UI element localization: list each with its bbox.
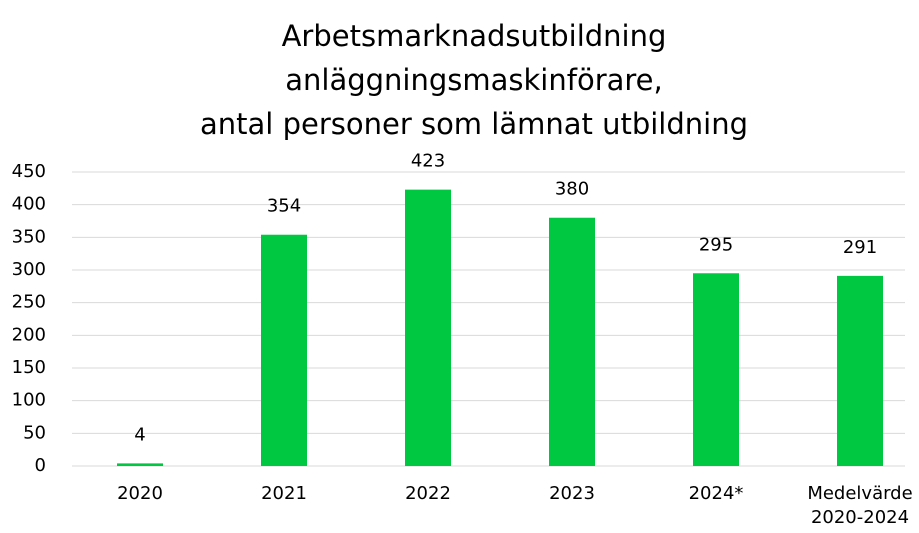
y-tick-label: 350 (12, 226, 46, 247)
bar (261, 234, 307, 466)
data-label: 295 (699, 234, 733, 255)
y-tick-label: 0 (35, 455, 46, 476)
data-label: 291 (843, 237, 877, 258)
x-tick-label: 2022 (405, 483, 451, 504)
chart-title: Arbetsmarknadsutbildning (282, 19, 667, 53)
x-tick-label: 2021 (261, 483, 307, 504)
data-label: 380 (555, 179, 589, 200)
data-label: 354 (267, 196, 301, 217)
y-tick-label: 50 (23, 422, 46, 443)
y-tick-label: 200 (12, 324, 46, 345)
y-tick-label: 100 (12, 390, 46, 411)
data-label: 423 (411, 151, 445, 172)
x-tick-label: 2020 (117, 483, 163, 504)
x-tick-label: 2023 (549, 483, 595, 504)
y-tick-label: 400 (12, 194, 46, 215)
data-label: 4 (134, 424, 145, 445)
bar (405, 189, 451, 466)
x-tick-label: Medelvärde 2020-2024 (807, 483, 913, 528)
bar (117, 463, 163, 466)
bar (549, 217, 595, 466)
chart-title: anläggningsmaskinförare, (285, 63, 662, 97)
y-tick-label: 300 (12, 259, 46, 280)
chart-title: antal personer som lämnat utbildning (200, 107, 748, 141)
y-tick-label: 150 (12, 357, 46, 378)
x-tick-label: 2024* (688, 483, 744, 504)
bar (693, 273, 739, 466)
bar (837, 275, 883, 466)
y-tick-label: 450 (12, 161, 46, 182)
y-tick-label: 250 (12, 292, 46, 313)
